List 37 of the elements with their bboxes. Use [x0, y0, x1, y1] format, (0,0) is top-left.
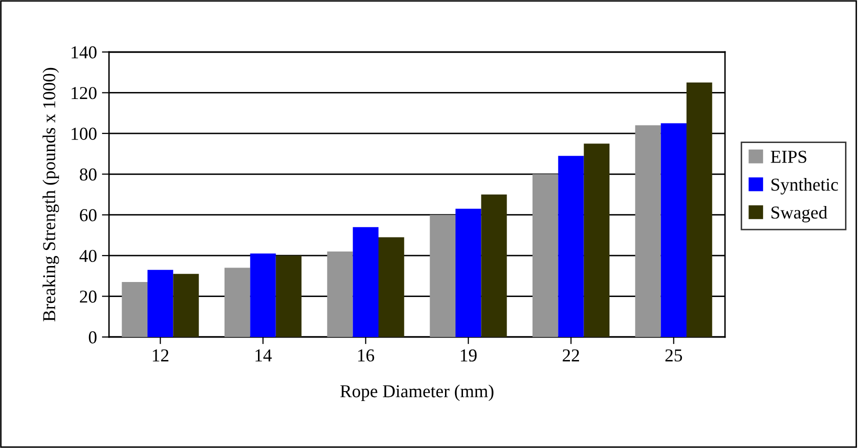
- y-axis-title: Breaking Strength (pounds x 1000): [42, 68, 59, 322]
- legend-label: Swaged: [772, 206, 828, 222]
- y-tick-label: 20: [80, 290, 97, 303]
- bar: [122, 282, 148, 337]
- bar: [327, 252, 353, 337]
- bar: [584, 144, 610, 337]
- x-tick-label: 14: [256, 349, 272, 362]
- x-tick-label: 12: [152, 349, 168, 362]
- x-tick-label: 22: [562, 349, 580, 362]
- y-tick-label: 100: [72, 128, 97, 140]
- x-tick-label: 25: [665, 349, 682, 362]
- bar: [430, 214, 456, 337]
- bar: [686, 82, 712, 337]
- bar: [532, 174, 558, 337]
- legend-label: Synthetic: [772, 178, 838, 194]
- x-tick-label: 19: [460, 349, 477, 362]
- y-tick-label: 120: [72, 86, 97, 100]
- bar: [224, 268, 250, 337]
- x-axis-title: Rope Diameter (mm): [340, 384, 494, 401]
- bar: [378, 237, 404, 337]
- bar: [173, 274, 199, 337]
- bar: [148, 270, 174, 337]
- legend-label: EIPS: [770, 150, 806, 163]
- bar: [352, 227, 378, 337]
- y-tick-label: 60: [80, 209, 97, 222]
- y-tick-label: 40: [79, 250, 97, 262]
- y-tick-label: 80: [80, 168, 97, 181]
- bar: [635, 125, 661, 337]
- bar: [276, 256, 302, 337]
- bar: [660, 123, 686, 337]
- bar: [250, 254, 276, 337]
- bar: [558, 156, 584, 337]
- y-tick-label: 140: [72, 46, 97, 58]
- x-tick-label: 16: [358, 349, 374, 362]
- y-tick-label: 0: [88, 331, 97, 344]
- bar: [456, 208, 482, 337]
- bar: [481, 194, 507, 337]
